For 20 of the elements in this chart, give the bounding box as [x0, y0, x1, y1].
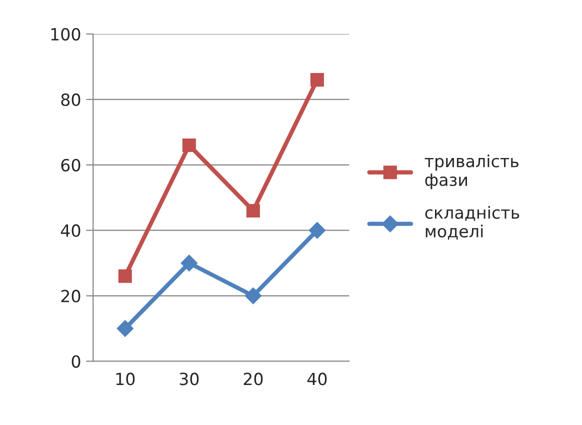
- point: [246, 204, 260, 218]
- x-tick-label: 20: [244, 372, 263, 386]
- y-tick-label: 60: [61, 158, 80, 172]
- legend-label: тривалість фази: [424, 154, 518, 190]
- y-tick-label: 40: [60, 224, 80, 237]
- x-tick-label: 40: [307, 372, 327, 386]
- point: [310, 73, 324, 87]
- point: [244, 287, 262, 304]
- y-tick-label: 20: [61, 290, 80, 302]
- y-tick-label: 80: [61, 93, 80, 106]
- point: [118, 269, 132, 283]
- legend-label: складність моделі: [425, 206, 520, 240]
- x-tick-label: 30: [180, 372, 199, 386]
- point: [180, 254, 198, 272]
- point: [308, 222, 326, 239]
- y-tick-label: 0: [72, 355, 80, 368]
- point: [182, 138, 196, 152]
- y-tick-label: 100: [51, 28, 80, 41]
- x-tick-label: 10: [116, 372, 135, 386]
- point: [116, 320, 134, 337]
